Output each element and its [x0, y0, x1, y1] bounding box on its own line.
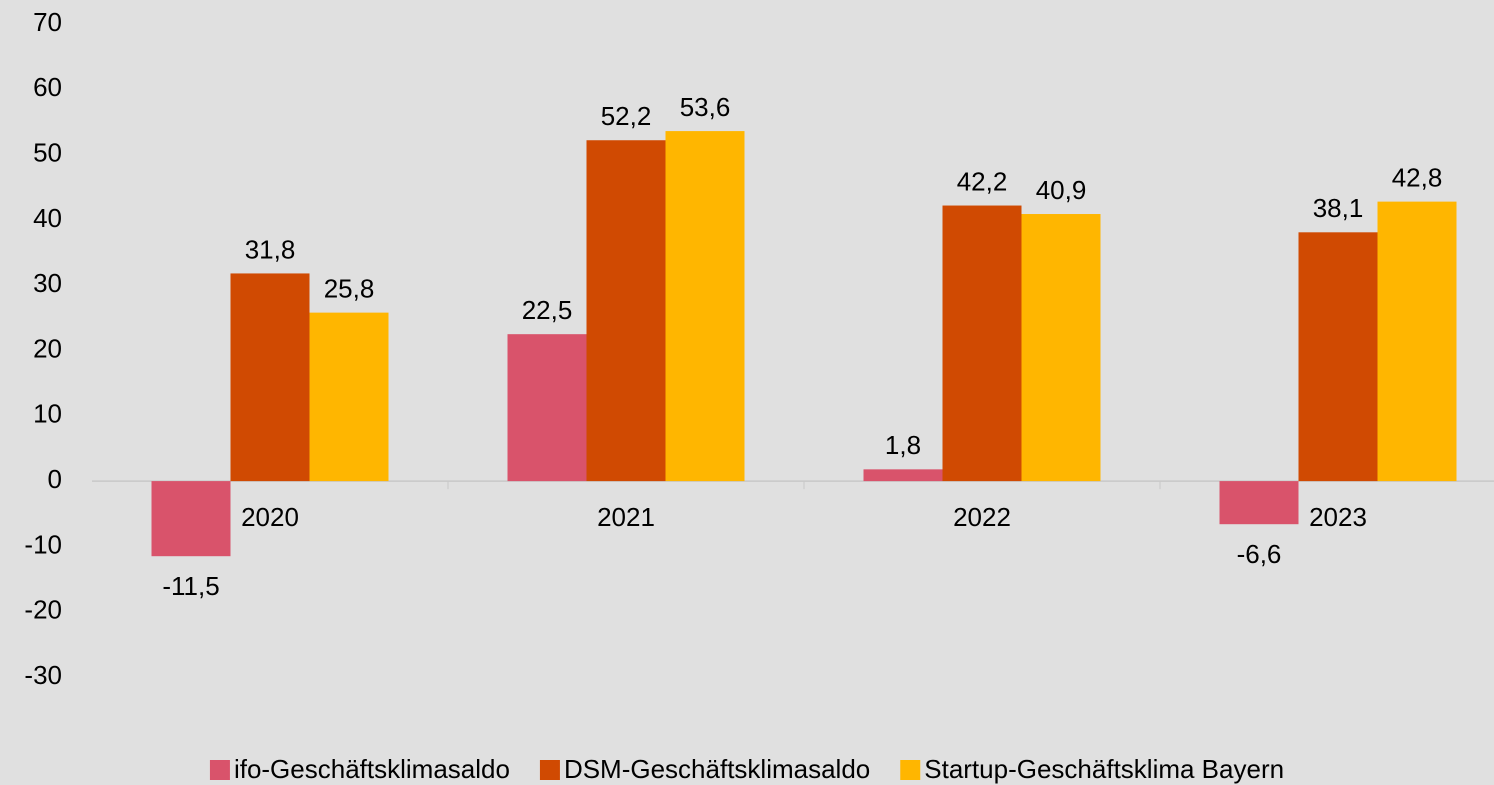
value-label: 38,1 [1313, 193, 1364, 223]
bar [230, 273, 310, 482]
y-tick-label: 30 [33, 268, 62, 298]
x-tick-label: 2022 [953, 502, 1011, 532]
bar [1219, 481, 1299, 525]
bar [151, 481, 231, 557]
value-label: 52,2 [601, 101, 652, 131]
value-label: 53,6 [680, 92, 731, 122]
value-label: 1,8 [885, 430, 921, 460]
y-tick-label: 50 [33, 137, 62, 167]
value-label: 22,5 [522, 295, 573, 325]
legend-label: ifo-Geschäftsklimasaldo [234, 754, 510, 784]
y-tick-label: 10 [33, 399, 62, 429]
bar [309, 312, 389, 482]
value-label: 42,2 [957, 166, 1008, 196]
legend-swatch [209, 760, 230, 780]
legend-label: DSM-Geschäftsklimasaldo [564, 754, 870, 784]
y-tick-label: 70 [33, 7, 62, 37]
bar [507, 334, 587, 482]
bar [1377, 201, 1457, 482]
value-label: 42,8 [1392, 162, 1443, 192]
y-tick-label: 20 [33, 333, 62, 363]
legend-swatch [539, 760, 560, 780]
y-tick-label: -30 [24, 660, 62, 690]
x-tick-label: 2021 [597, 502, 655, 532]
value-label: 25,8 [324, 274, 375, 304]
bar [665, 131, 745, 482]
value-label: -11,5 [162, 571, 219, 601]
bar [1021, 214, 1101, 482]
y-tick-label: -10 [24, 529, 62, 559]
legend-swatch [900, 760, 921, 780]
x-tick-label: 2020 [241, 502, 299, 532]
x-tick-label: 2023 [1309, 502, 1367, 532]
legend-label: Startup-Geschäftsklima Bayern [924, 754, 1284, 784]
bar [942, 205, 1022, 482]
value-label: 40,9 [1036, 175, 1087, 205]
y-tick-label: 60 [33, 72, 62, 102]
value-label: -6,6 [1237, 539, 1282, 569]
y-tick-label: -20 [24, 595, 62, 625]
bar [863, 469, 943, 482]
y-tick-label: 40 [33, 203, 62, 233]
bar [586, 140, 666, 482]
bar [1298, 232, 1378, 482]
value-label: 31,8 [245, 234, 296, 264]
y-tick-label: 0 [48, 464, 62, 494]
